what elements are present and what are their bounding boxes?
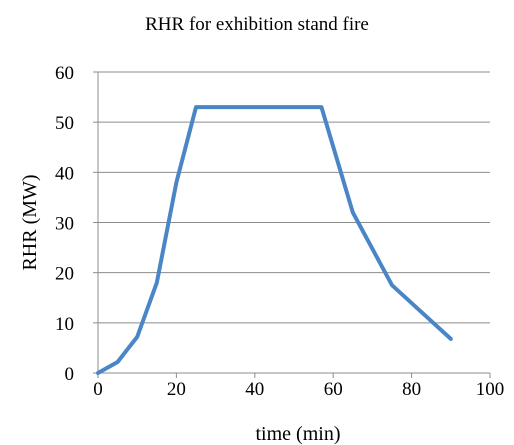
y-tick-label-20: 20 [55, 264, 74, 285]
y-tick-label-30: 30 [55, 214, 74, 235]
x-axis-label: time (min) [256, 423, 341, 445]
x-tick-label-40: 40 [245, 379, 264, 400]
y-tick-label-40: 40 [55, 163, 74, 184]
chart-title: RHR for exhibition stand fire [145, 14, 369, 35]
x-tick-label-100: 100 [476, 379, 505, 400]
tick-labels: 0 20 40 60 80 100 0 10 20 30 40 50 60 [55, 63, 504, 400]
axes [93, 71, 491, 378]
y-tick-label-10: 10 [55, 314, 74, 335]
y-tick-label-60: 60 [55, 63, 74, 84]
x-tick-label-0: 0 [93, 379, 103, 400]
x-tick-label-80: 80 [402, 379, 421, 400]
y-axis-label: RHR (MW) [19, 174, 41, 270]
series-line-0 [96, 105, 453, 375]
y-tick-label-0: 0 [65, 364, 75, 385]
series-layer [96, 105, 453, 375]
x-tick-label-60: 60 [324, 379, 343, 400]
x-tick-label-20: 20 [167, 379, 186, 400]
gridlines [98, 71, 490, 324]
y-tick-label-50: 50 [55, 113, 74, 134]
